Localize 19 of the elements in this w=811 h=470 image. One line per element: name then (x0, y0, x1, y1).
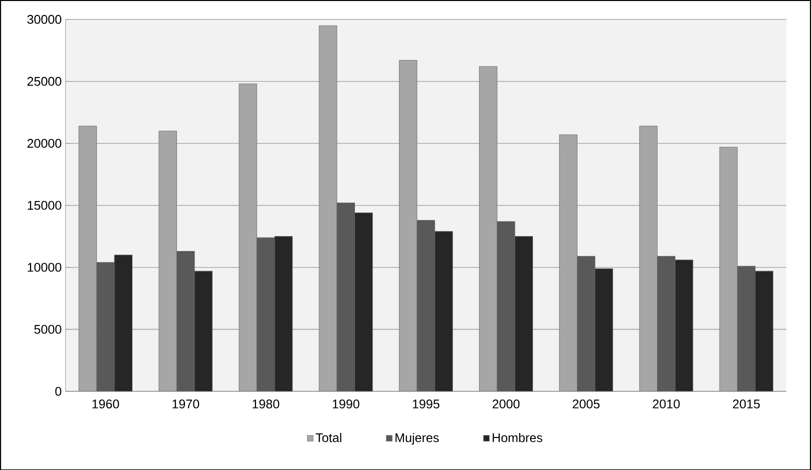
y-tick-label: 5000 (34, 324, 62, 334)
x-tick-label: 2000 (492, 399, 520, 408)
x-tick-label: 2010 (652, 399, 680, 408)
y-tick-label: 30000 (27, 14, 62, 24)
x-tick-label: 1960 (92, 399, 120, 408)
x-tick-label: 2005 (572, 399, 600, 408)
legend-label: Hombres (492, 432, 542, 442)
x-tick-label: 1990 (332, 399, 360, 408)
y-tick-label: 0 (55, 386, 62, 396)
legend-label: Mujeres (396, 432, 439, 444)
y-tick-label: 15000 (28, 200, 62, 210)
x-tick-label: 1980 (252, 399, 280, 408)
y-tick-label: 10000 (28, 262, 62, 272)
x-tick-label: 1995 (412, 399, 440, 408)
x-tick-label: 1970 (172, 399, 200, 408)
y-tick-label: 20000 (27, 138, 62, 148)
y-tick-label: 25000 (27, 76, 62, 86)
legend-label: Total (316, 432, 342, 442)
x-tick-label: 2015 (732, 399, 760, 408)
